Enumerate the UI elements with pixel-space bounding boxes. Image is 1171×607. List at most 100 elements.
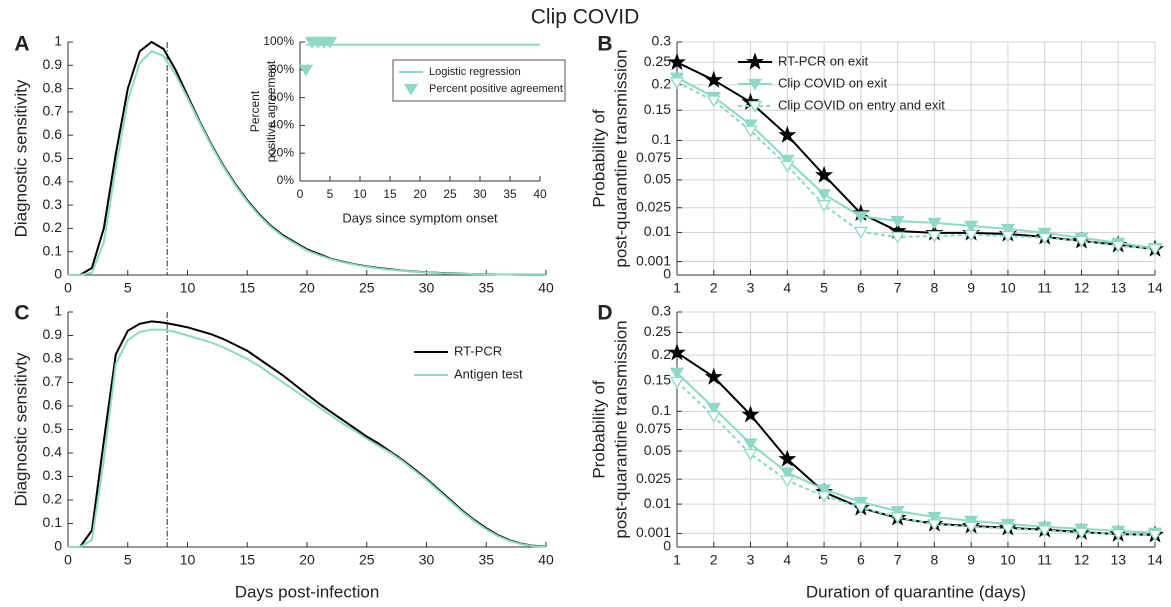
y-tick-label: 0.075 [636, 149, 671, 165]
marker [741, 405, 760, 423]
x-tick-label: 9 [967, 552, 975, 568]
marker [1000, 523, 1016, 536]
x-tick-label: 10 [353, 187, 367, 201]
marker [778, 449, 797, 467]
y-tick-label: 0.3 [652, 33, 672, 49]
marker [1111, 528, 1126, 541]
x-tick-label: 5 [124, 280, 132, 296]
x-tick-label: 15 [239, 280, 255, 296]
marker [853, 211, 868, 224]
y-tick-label: 0% [277, 173, 295, 187]
marker [964, 515, 979, 528]
marker [669, 77, 685, 90]
marker [669, 376, 685, 389]
marker [816, 491, 832, 503]
marker [743, 119, 758, 132]
panel: 1 2 3 4 5 6 7 8 9 10 11 12 13 1400.0010.010.0250.050.… [589, 33, 1164, 296]
x-tick-label: 11 [1037, 280, 1052, 296]
marker [704, 367, 723, 385]
legend-marker [403, 83, 419, 96]
x-tick-label: 10 [180, 552, 196, 568]
marker [743, 125, 758, 138]
marker [780, 160, 795, 173]
x-tick-label: 10 [1000, 280, 1016, 296]
y-tick-label: 0.6 [43, 126, 63, 142]
x-tick-label: 1 [673, 552, 681, 568]
marker [927, 519, 942, 532]
y-tick-label: 0.7 [43, 103, 63, 119]
marker [1111, 240, 1126, 253]
marker [964, 521, 979, 534]
x-tick-label: 12 [1074, 552, 1090, 568]
x-tick-label: 5 [820, 552, 828, 568]
series-line [676, 381, 1156, 536]
y-tick-label: 0 [663, 266, 671, 282]
x-tick-label: 6 [857, 280, 865, 296]
y-tick-label: 1 [54, 33, 62, 49]
y-tick-label: 0.3 [43, 467, 63, 483]
y-tick-label: 0 [54, 538, 62, 554]
y-tick-label: 0.2 [43, 491, 63, 507]
x-tick-label: 25 [359, 552, 375, 568]
y-tick-label: 0.3 [43, 196, 63, 212]
x-tick-label: 13 [1110, 280, 1126, 296]
y-tick-label: 1 [54, 303, 62, 319]
series-line [68, 328, 547, 548]
marker [1037, 232, 1052, 245]
x-tick-label: 25 [359, 280, 375, 296]
y-tick-label: 0.001 [636, 524, 671, 540]
x-tick-label: 20 [299, 552, 315, 568]
x-tick-label: 8 [930, 552, 938, 568]
legend-box [392, 59, 566, 102]
marker [1000, 223, 1016, 236]
y-axis-label: positive agreement [264, 60, 278, 162]
x-tick-label: 5 [124, 552, 132, 568]
marker [890, 505, 905, 518]
figure-title: Clip COVID [531, 6, 640, 29]
y-tick-label: 0 [54, 266, 62, 282]
x-tick-label: 9 [967, 280, 975, 296]
y-axis-label: post-quarantine transmission [611, 320, 630, 538]
x-tick-label: 10 [180, 280, 196, 296]
marker [704, 70, 723, 88]
panel-label: B [597, 33, 612, 56]
legend-marker [747, 78, 763, 91]
marker [780, 475, 795, 488]
y-tick-label: 0.1 [652, 131, 672, 147]
y-tick-label: 0.25 [644, 323, 671, 339]
marker [1074, 527, 1089, 540]
series-line [68, 50, 546, 276]
x-tick-label: 30 [473, 187, 487, 201]
marker [927, 230, 942, 243]
x-tick-label: 0 [64, 280, 72, 296]
marker [743, 438, 758, 451]
marker [815, 165, 834, 183]
marker [890, 231, 905, 244]
x-tick-label: 6 [857, 552, 865, 568]
y-tick-label: 0.01 [644, 223, 671, 239]
y-tick-label: 0.2 [43, 219, 63, 235]
y-axis-label: Probability of [589, 380, 608, 479]
x-tick-label: 0 [297, 187, 304, 201]
panel: 1 2 3 4 5 6 7 8 9 10 11 12 13 1400.0010.010.0250.050.… [589, 302, 1164, 601]
marker [668, 343, 686, 361]
legend-label: Clip COVID on exit [778, 75, 887, 90]
y-tick-label: 0.1 [43, 242, 63, 258]
y-tick-label: 0.15 [644, 372, 671, 388]
x-tick-label: 2 [710, 280, 718, 296]
y-axis-label: Diagnostic sensitivity [11, 79, 30, 237]
x-tick-label: 4 [783, 552, 791, 568]
y-tick-label: 0.05 [644, 171, 671, 187]
x-tick-label: 3 [747, 280, 755, 296]
marker [1037, 525, 1052, 538]
x-tick-label: 25 [443, 187, 457, 201]
marker [964, 220, 979, 233]
y-tick-label: 0.001 [636, 252, 671, 268]
x-tick-label: 14 [1147, 280, 1163, 296]
y-tick-label: 0.8 [43, 79, 63, 95]
x-tick-label: 30 [419, 552, 435, 568]
x-tick-label: 5 [327, 187, 334, 201]
panel-label: A [14, 33, 29, 56]
y-axis-label: post-quarantine transmission [611, 49, 630, 267]
marker [1074, 235, 1089, 248]
